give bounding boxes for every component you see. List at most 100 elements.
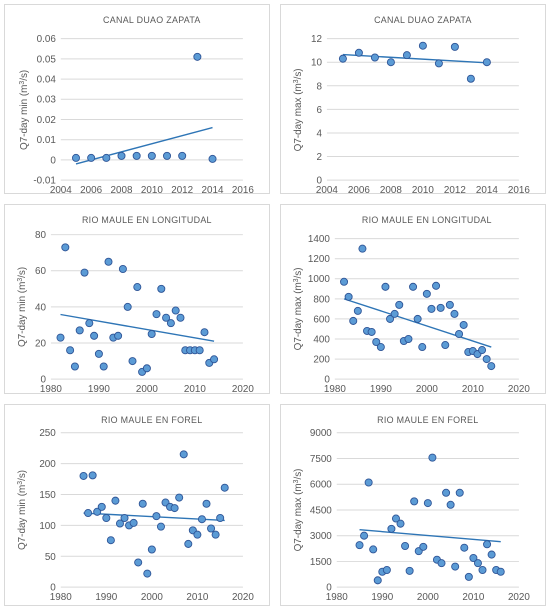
trendline (359, 528, 501, 543)
data-point (455, 329, 464, 338)
x-tick-label: 2006 (348, 185, 370, 193)
y-tick-label: -0.01 (33, 176, 56, 187)
chart-panel-canal-min: CANAL DUAO ZAPATA Q7-day min (m3/s) -0.0… (4, 4, 270, 194)
data-point (102, 513, 111, 522)
data-point (93, 507, 102, 516)
data-point (455, 488, 464, 497)
chart-title: RIO MAULE EN LONGITUDAL (82, 215, 212, 225)
chart-panel-longitudal-max: RIO MAULE EN LONGITUDAL Q7-day max (m3/s… (280, 204, 546, 394)
data-point (66, 346, 75, 355)
y-tick-label: 4500 (310, 505, 332, 516)
data-point (142, 364, 151, 373)
data-point (405, 566, 414, 575)
y-tick-label: 7500 (310, 454, 332, 465)
x-tick-label: 2000 (417, 592, 439, 603)
data-point (176, 313, 185, 322)
y-tick-label: 60 (35, 266, 46, 277)
data-point (200, 328, 209, 337)
data-point (373, 576, 382, 585)
x-tick-label: 2006 (80, 185, 102, 193)
y-tick-label: 0.01 (37, 135, 57, 146)
data-point (344, 292, 353, 301)
chart-title: CANAL DUAO ZAPATA (103, 15, 201, 25)
x-tick-label: 2012 (171, 185, 193, 193)
x-tick-label: 1980 (324, 384, 346, 393)
x-tick-label: 2014 (476, 185, 498, 193)
data-point (386, 314, 395, 323)
data-point (208, 154, 217, 163)
y-axis-label: Q7-day max (m3/s) (293, 469, 304, 552)
data-point (115, 519, 124, 528)
data-point (184, 539, 193, 548)
y-tick-label: 0 (316, 176, 322, 187)
y-axis-label: Q7-day min (m3/s) (17, 470, 28, 550)
x-tick-label: 1980 (50, 592, 72, 603)
y-tick-label: 3000 (310, 531, 332, 542)
data-point (369, 545, 378, 554)
chart-panel-longitudal-min: RIO MAULE EN LONGITUDAL Q7-day min (m3/s… (4, 204, 270, 394)
data-point (401, 541, 410, 550)
x-tick-label: 1990 (371, 592, 393, 603)
y-tick-label: 200 (39, 459, 56, 470)
data-point (409, 282, 418, 291)
data-point (437, 559, 446, 568)
y-tick-label: 9000 (310, 428, 332, 439)
data-point (354, 48, 363, 57)
data-point (381, 282, 390, 291)
y-axis-label: Q7-day min (m3/s) (19, 70, 30, 150)
data-point (147, 329, 156, 339)
data-point (466, 74, 475, 83)
data-point (460, 543, 469, 552)
data-point (106, 536, 115, 545)
data-point (216, 513, 225, 522)
trendline (60, 313, 215, 342)
data-point (193, 530, 202, 539)
data-point (70, 362, 79, 371)
y-tick-label: 1000 (308, 274, 330, 285)
data-point (102, 153, 111, 162)
x-tick-label: 2020 (232, 592, 254, 603)
data-point (210, 355, 219, 364)
data-point (445, 300, 454, 309)
data-point (147, 545, 156, 554)
data-point (80, 268, 89, 277)
data-point (419, 542, 428, 551)
chart-panel-canal-max: CANAL DUAO ZAPATA Q7-day max (m3/s) 0 2 4 6… (280, 4, 546, 194)
data-point (87, 153, 96, 162)
chart-title: RIO MAULE EN FOREL (377, 415, 478, 425)
y-tick-label: 8 (316, 81, 322, 92)
chart-panel-forel-min: RIO MAULE EN FOREL Q7-day min (m3/s) 0 50… (4, 404, 270, 606)
data-point (88, 471, 97, 480)
y-axis-label: Q7-day max (m3/s) (293, 68, 304, 151)
x-tick-label: 2010 (412, 185, 434, 193)
x-tick-label: 2016 (508, 185, 530, 193)
data-point (451, 562, 460, 571)
data-point (370, 53, 379, 62)
data-point (396, 519, 405, 528)
data-point (175, 493, 184, 502)
x-tick-label: 1990 (370, 384, 392, 393)
x-tick-label: 2008 (111, 185, 133, 193)
data-point (90, 331, 99, 340)
data-point (163, 151, 172, 160)
data-point (391, 514, 400, 523)
chart-svg: CANAL DUAO ZAPATA Q7-day max (m3/s) 0 2 4 6… (293, 15, 530, 193)
y-tick-label: 400 (313, 334, 330, 345)
trendline (75, 126, 213, 165)
data-point (143, 569, 152, 578)
data-point (387, 524, 396, 533)
x-tick-label: 1990 (95, 592, 117, 603)
data-point (211, 530, 220, 539)
data-point (367, 327, 376, 336)
data-point (193, 52, 202, 61)
chart-title: RIO MAULE EN FOREL (101, 415, 202, 425)
data-point (478, 566, 487, 575)
data-point (487, 550, 496, 559)
chart-title: CANAL DUAO ZAPATA (374, 15, 472, 25)
x-tick-label: 2010 (462, 384, 484, 393)
x-tick-label: 2010 (184, 384, 206, 393)
data-point (434, 59, 443, 68)
x-tick-label: 2004 (316, 185, 338, 193)
data-point (355, 541, 364, 550)
y-tick-label: 0 (40, 375, 46, 386)
